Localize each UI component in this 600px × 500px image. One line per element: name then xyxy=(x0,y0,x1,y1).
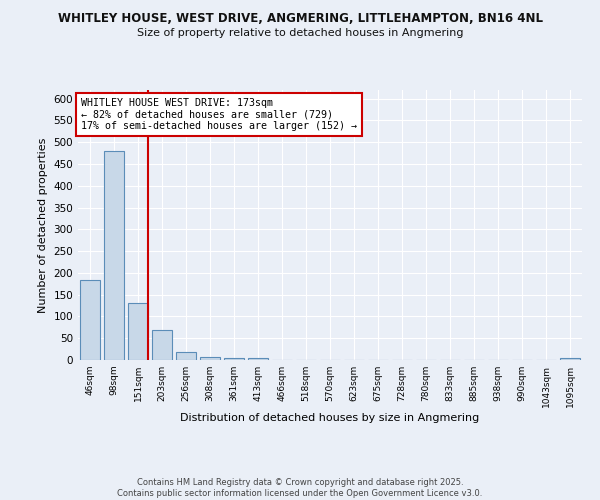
Text: WHITLEY HOUSE, WEST DRIVE, ANGMERING, LITTLEHAMPTON, BN16 4NL: WHITLEY HOUSE, WEST DRIVE, ANGMERING, LI… xyxy=(58,12,542,26)
Bar xyxy=(176,352,196,360)
X-axis label: Distribution of detached houses by size in Angmering: Distribution of detached houses by size … xyxy=(181,412,479,422)
Y-axis label: Number of detached properties: Number of detached properties xyxy=(38,138,48,312)
Bar xyxy=(560,358,580,360)
Bar xyxy=(224,358,244,360)
Text: Contains HM Land Registry data © Crown copyright and database right 2025.
Contai: Contains HM Land Registry data © Crown c… xyxy=(118,478,482,498)
Bar xyxy=(248,358,268,360)
Bar xyxy=(80,280,100,360)
Bar xyxy=(104,151,124,360)
Bar xyxy=(128,304,148,360)
Text: Size of property relative to detached houses in Angmering: Size of property relative to detached ho… xyxy=(137,28,463,38)
Bar xyxy=(152,330,172,360)
Text: WHITLEY HOUSE WEST DRIVE: 173sqm
← 82% of detached houses are smaller (729)
17% : WHITLEY HOUSE WEST DRIVE: 173sqm ← 82% o… xyxy=(80,98,356,132)
Bar xyxy=(200,356,220,360)
